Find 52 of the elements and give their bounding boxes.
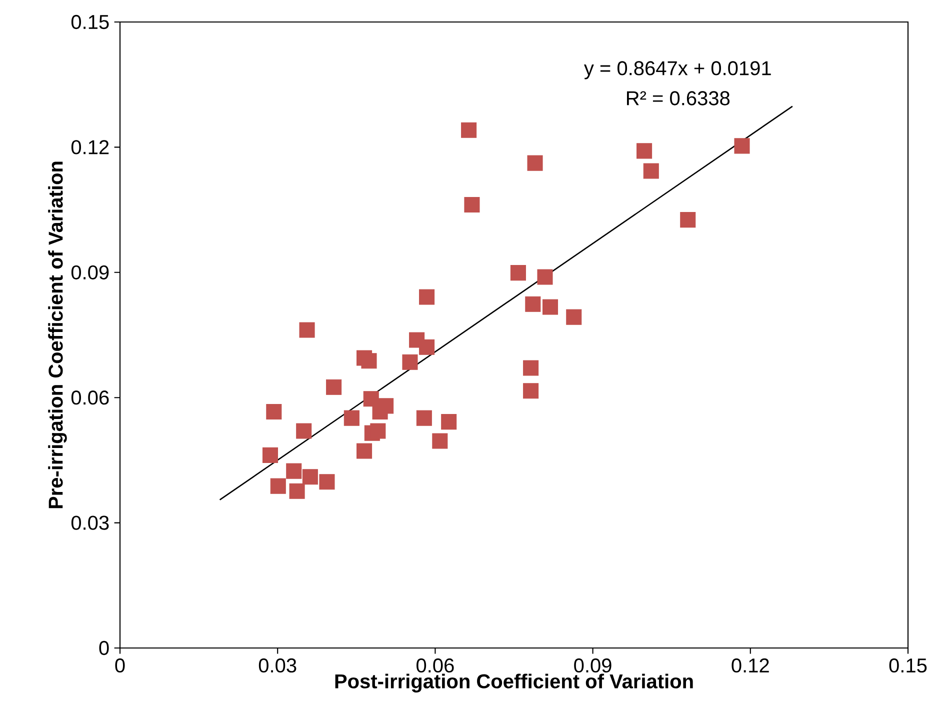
y-tick-label: 0.06 [71, 390, 109, 405]
point [344, 410, 360, 426]
point [680, 212, 696, 228]
x-tick-label: 0 [115, 658, 125, 673]
y-tick-label: 0.03 [71, 516, 109, 530]
x-tick-label: 0.06 [416, 658, 454, 673]
point [566, 309, 582, 325]
x-axis-title: Post-irrigation Coefficient of Variation [335, 674, 693, 692]
point [378, 398, 394, 414]
point [363, 391, 379, 407]
point [296, 423, 312, 439]
y-tick-label: 0.12 [71, 140, 109, 154]
point [432, 433, 448, 449]
point [734, 138, 750, 154]
point [270, 478, 286, 494]
y-tick-label: 0.09 [71, 265, 109, 280]
x-tick-label: 0.09 [574, 658, 612, 673]
point [464, 197, 480, 213]
point [370, 423, 386, 439]
point [299, 322, 315, 338]
point [361, 353, 377, 369]
point [356, 443, 372, 459]
point [266, 404, 282, 420]
point [402, 354, 418, 370]
y-axis-title: Pre-irrigation Coefficient of Variation [48, 162, 67, 508]
y-tick-label: 0.15 [71, 14, 109, 30]
point [302, 469, 318, 485]
point [636, 143, 652, 159]
point [441, 414, 457, 430]
point [525, 296, 541, 312]
annotation: y = 0.8647x + 0.0191 [584, 61, 771, 80]
point [286, 463, 302, 479]
point [523, 383, 539, 399]
x-tick-label: 0.03 [258, 658, 296, 673]
point [416, 410, 432, 426]
point [319, 474, 335, 490]
x-tick-label: 0.12 [732, 658, 769, 673]
point [419, 289, 435, 305]
y-tick-label: 0 [99, 640, 109, 656]
point [510, 265, 526, 281]
point [262, 447, 278, 463]
annotation: R² = 0.6338 [627, 91, 730, 106]
point [461, 122, 477, 138]
point [542, 299, 558, 315]
point [643, 163, 659, 179]
point [326, 379, 342, 395]
point [537, 269, 553, 285]
x-tick-label: 0.15 [889, 658, 927, 673]
point [289, 483, 305, 499]
point [527, 155, 543, 171]
point [523, 360, 539, 376]
point [419, 339, 435, 355]
